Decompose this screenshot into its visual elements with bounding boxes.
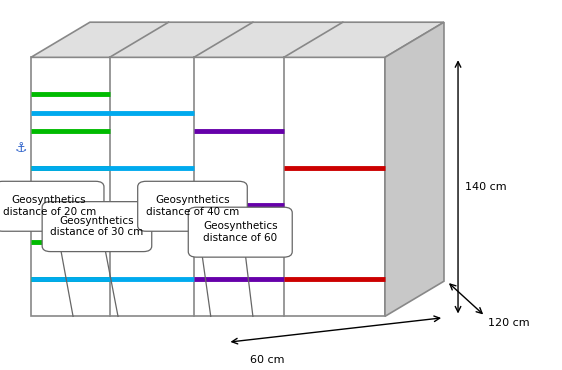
- Text: 140 cm: 140 cm: [465, 182, 506, 192]
- Text: Geosynthetics
distance of 60: Geosynthetics distance of 60: [203, 221, 278, 243]
- FancyBboxPatch shape: [42, 202, 152, 252]
- Polygon shape: [31, 57, 385, 316]
- Text: Geosynthetics
distance of 20 cm: Geosynthetics distance of 20 cm: [3, 195, 96, 217]
- Polygon shape: [385, 22, 444, 316]
- FancyBboxPatch shape: [0, 181, 104, 231]
- Text: 60 cm: 60 cm: [250, 355, 284, 365]
- Polygon shape: [31, 22, 444, 57]
- FancyBboxPatch shape: [138, 181, 247, 231]
- Text: Geosynthetics
distance of 30 cm: Geosynthetics distance of 30 cm: [51, 216, 143, 238]
- Text: 120 cm: 120 cm: [488, 318, 530, 328]
- Text: ⚓: ⚓: [15, 141, 27, 155]
- FancyBboxPatch shape: [188, 207, 292, 257]
- Text: Geosynthetics
distance of 40 cm: Geosynthetics distance of 40 cm: [146, 195, 239, 217]
